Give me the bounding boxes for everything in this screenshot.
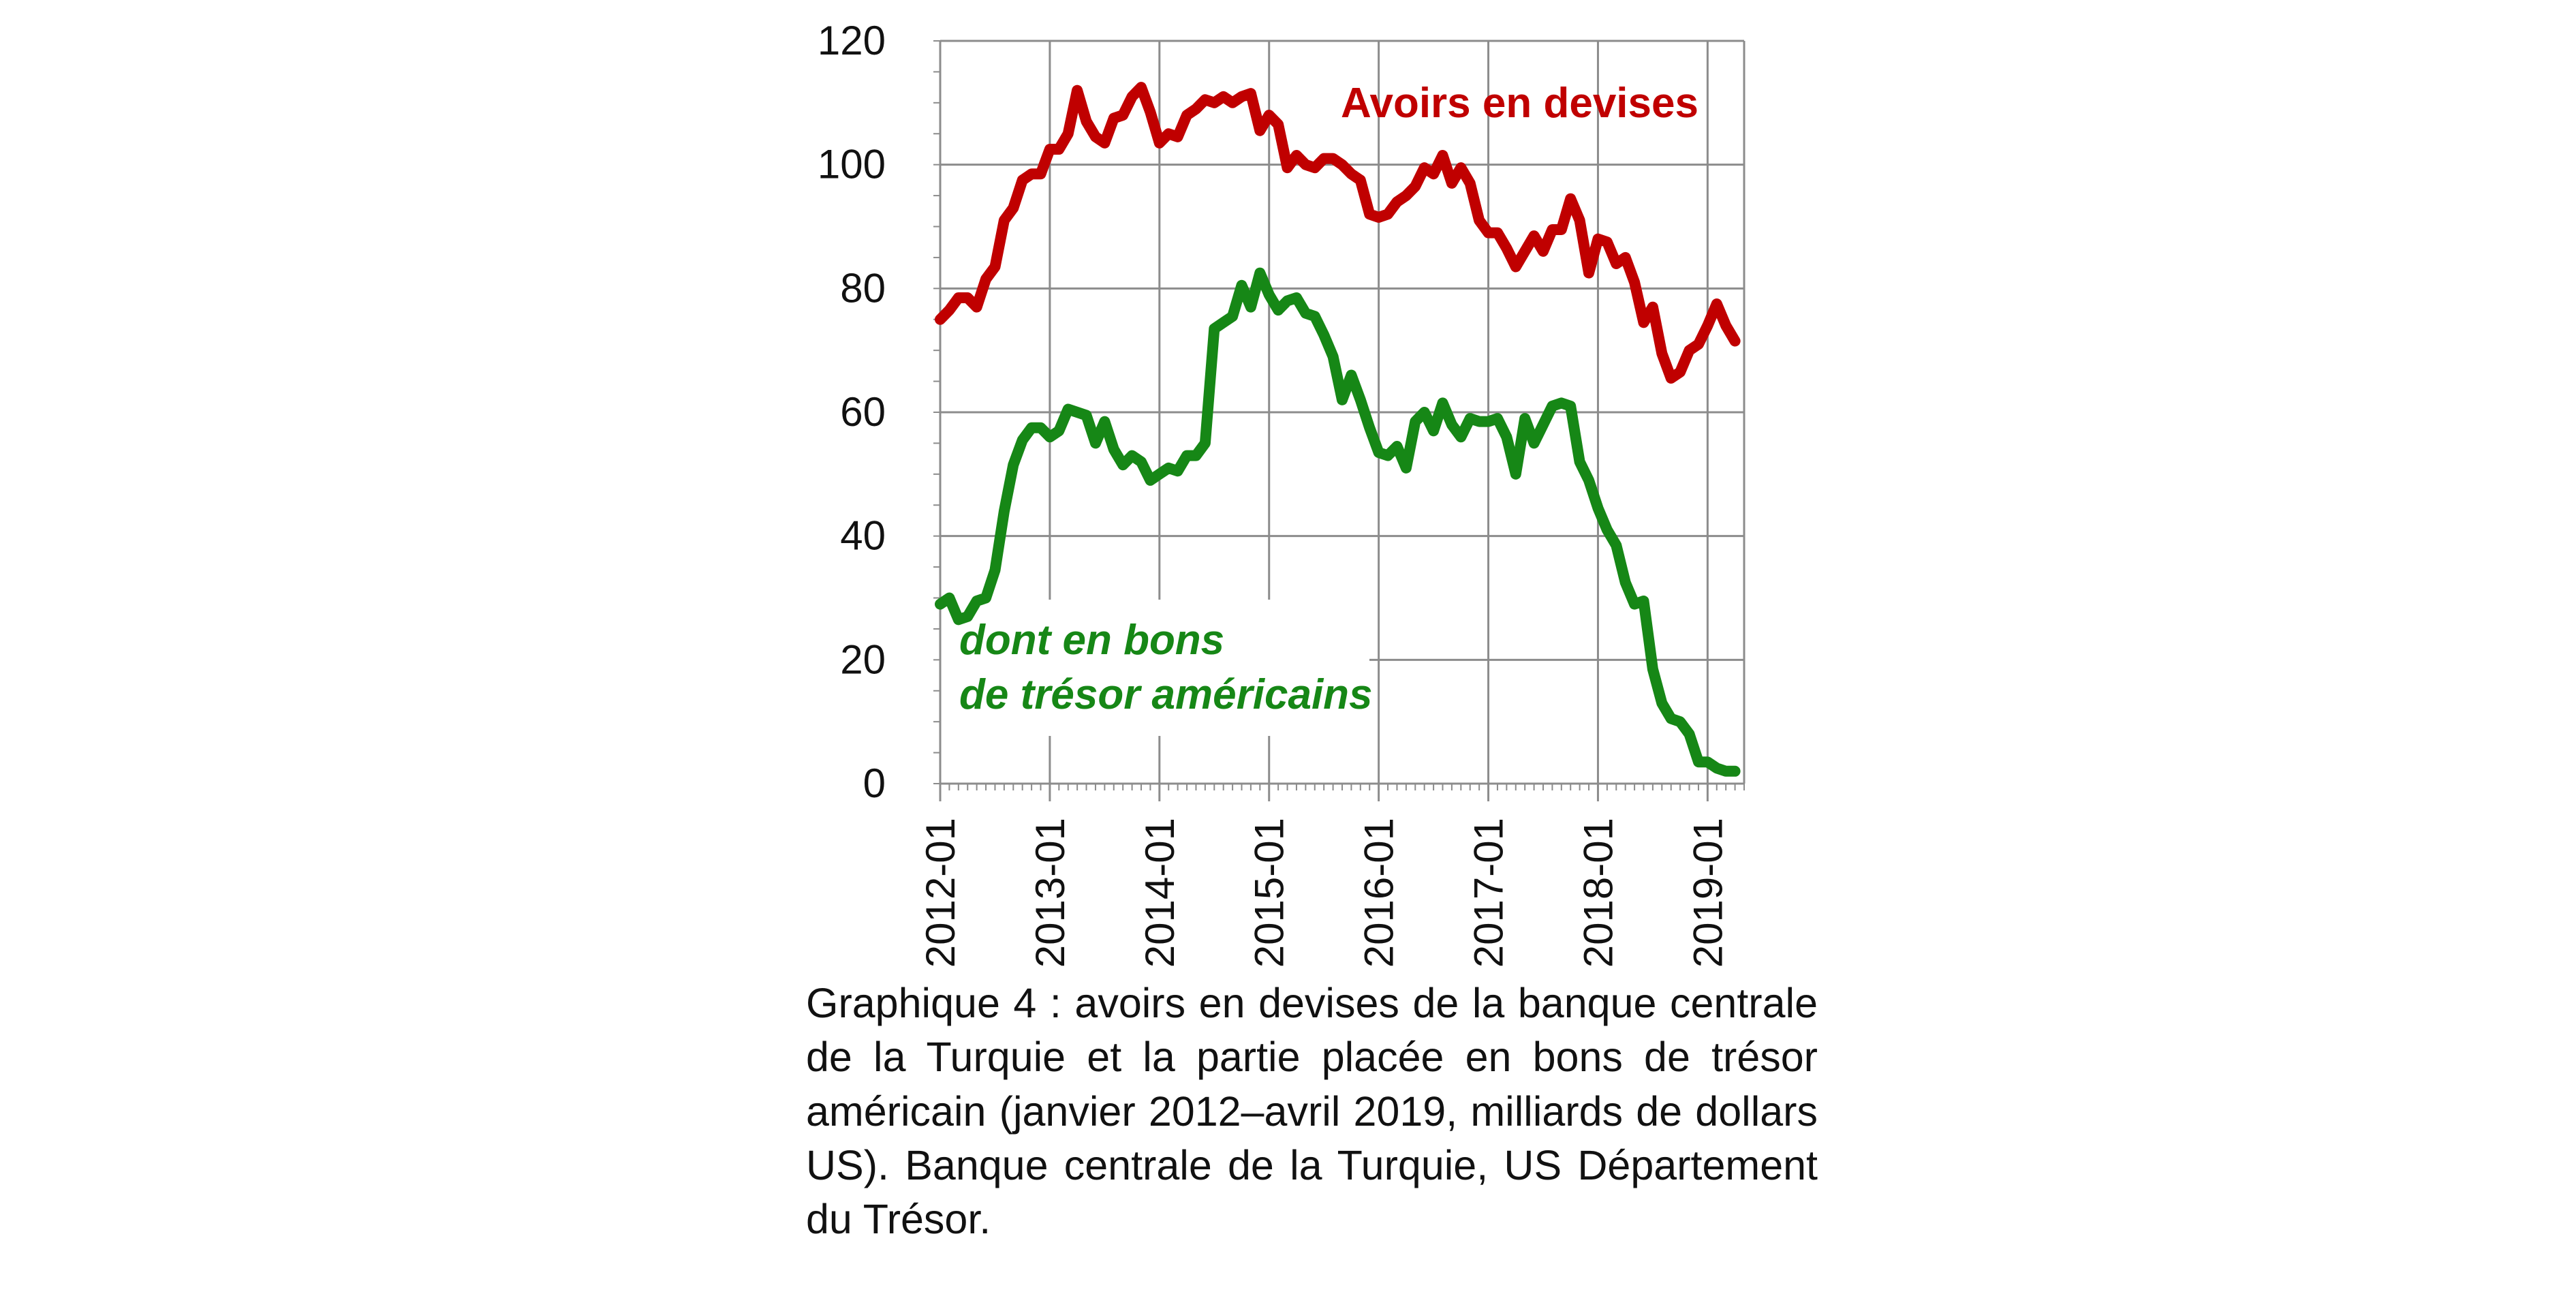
label-backdrop	[933, 600, 1369, 736]
y-tick-label: 80	[840, 265, 886, 311]
chart-axes	[933, 40, 1745, 801]
x-tick-label: 2013-01	[1027, 818, 1073, 968]
y-tick-label: 60	[840, 389, 886, 435]
chart-grid	[933, 40, 1745, 784]
x-tick-label: 2014-01	[1137, 818, 1183, 968]
y-tick-label: 20	[840, 636, 886, 682]
x-tick-label: 2016-01	[1356, 818, 1402, 968]
series-line-reserves	[935, 82, 1741, 384]
y-tick-label: 40	[840, 513, 886, 559]
line-chart: 0 20 40 60 80 100 120 2012-01 2013-01 2014-01 2015…	[818, 18, 1745, 968]
x-tick-label: 2012-01	[918, 818, 963, 968]
x-tick-label: 2018-01	[1575, 818, 1621, 968]
series-line-treasuries	[935, 267, 1741, 777]
y-tick-label: 120	[818, 18, 886, 63]
x-tick-label: 2015-01	[1247, 818, 1292, 968]
y-tick-label: 100	[818, 142, 886, 187]
series-label-treasuries: dont en bons	[959, 617, 1224, 664]
figure-caption: Graphique 4 : avoirs en devises de la ba…	[806, 980, 1818, 1243]
tick-labels: 0 20 40 60 80 100 120 2012-01 2013-01 2014-01 2015…	[818, 18, 1731, 968]
y-tick-label: 0	[863, 760, 886, 806]
series-label-treasuries: de trésor américains	[959, 671, 1373, 718]
series-labels: Avoirs en devises dont en bons de trésor a…	[959, 80, 1698, 718]
x-tick-label: 2017-01	[1466, 818, 1512, 968]
x-tick-label: 2019-01	[1685, 818, 1731, 968]
chart-series	[935, 82, 1741, 777]
series-label-reserves: Avoirs en devises	[1341, 80, 1698, 127]
